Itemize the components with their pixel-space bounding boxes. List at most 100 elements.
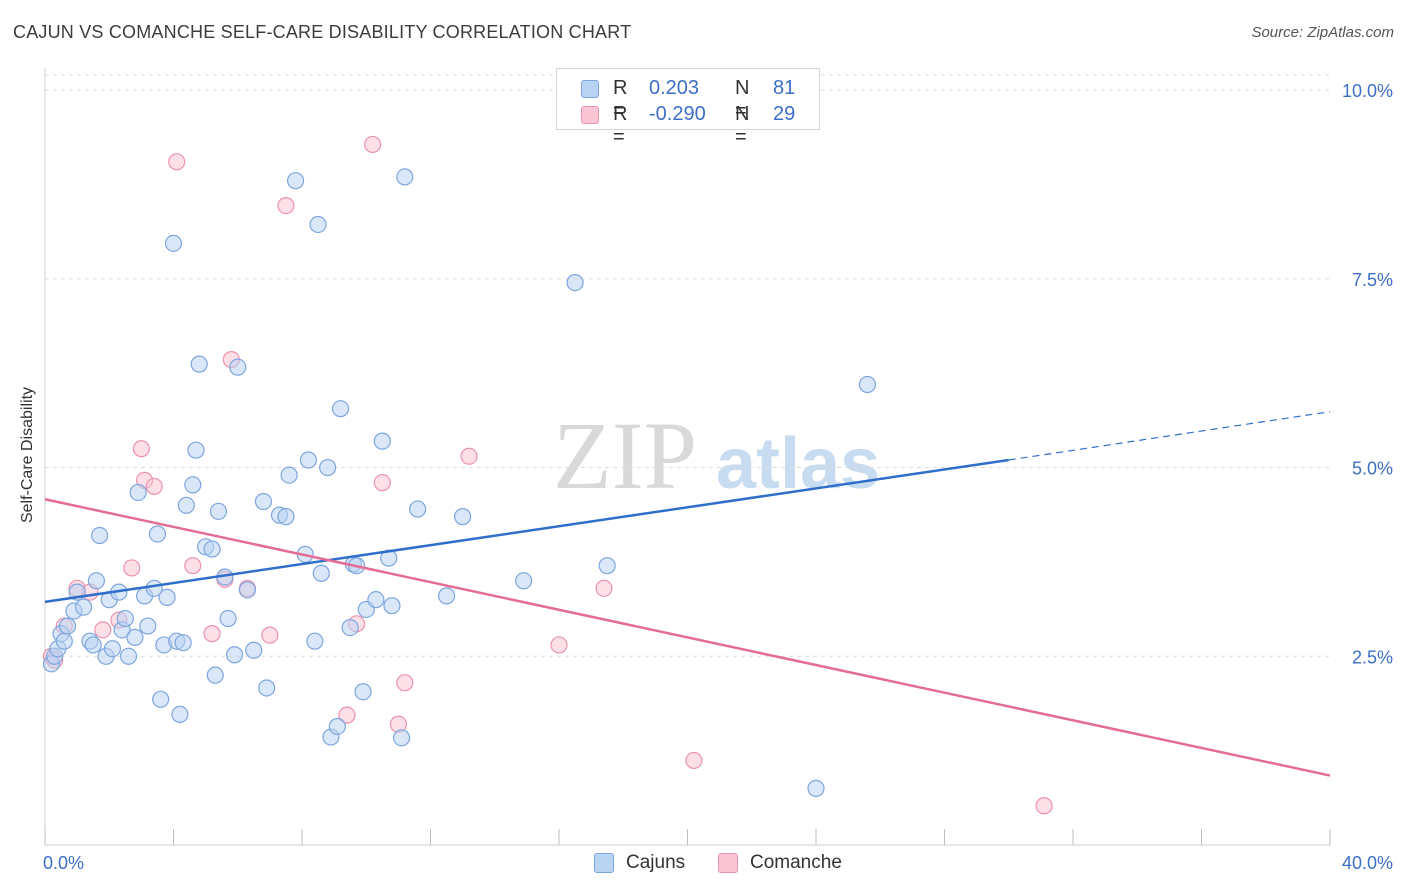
- x-tick-label: 40.0%: [1342, 853, 1393, 873]
- correlation-legend: R = 0.203 N = 81 R = -0.290 N = 29: [556, 68, 820, 148]
- cajuns-point: [437, 587, 456, 605]
- cajuns-point: [55, 632, 73, 650]
- y-tick-label: 10.0%: [1342, 81, 1393, 101]
- y-tick-label: 7.5%: [1352, 270, 1393, 290]
- comanche-point: [261, 626, 279, 644]
- r-value: -0.290: [649, 103, 706, 125]
- watermark-zip: ZIP: [553, 402, 697, 509]
- points-layer: [42, 135, 1053, 815]
- comanche-point: [203, 625, 221, 643]
- legend-label-comanche: Comanche: [750, 852, 842, 873]
- cajuns-point: [58, 617, 77, 635]
- comanche-point: [168, 153, 186, 171]
- chart-title: CAJUN VS COMANCHE SELF-CARE DISABILITY C…: [13, 22, 632, 42]
- cajuns-point: [367, 591, 385, 609]
- cajuns-point: [229, 358, 247, 376]
- cajuns-trend-line: [44, 458, 1009, 604]
- n-value: 29: [773, 103, 796, 125]
- cajuns-point: [164, 234, 183, 252]
- axis-layer: [44, 68, 1331, 846]
- cajuns-point: [312, 564, 330, 582]
- cajuns-legend-icon: [594, 853, 614, 873]
- tick-label-layer: 2.5% 5.0% 7.5% 10.0% 0.0% 40.0%: [43, 81, 1393, 873]
- comanche-point: [94, 621, 112, 639]
- comanche-point: [184, 557, 202, 575]
- r-label: R =: [613, 103, 628, 148]
- comanche-point: [460, 447, 478, 465]
- n-value: 81: [773, 77, 796, 99]
- comanche-point: [145, 477, 163, 496]
- comanche-point: [1035, 797, 1053, 815]
- cajuns-point: [126, 628, 144, 647]
- trend-layer: [44, 411, 1331, 777]
- comanche-point: [364, 135, 382, 154]
- cajuns-point: [116, 609, 134, 628]
- cajuns-point: [383, 597, 401, 615]
- cajuns-point: [396, 168, 414, 186]
- cajuns-point: [139, 617, 157, 635]
- cajuns-point: [171, 705, 189, 724]
- comanche-point: [685, 751, 703, 770]
- comanche-legend-icon: [718, 853, 738, 873]
- cajuns-point: [174, 634, 192, 652]
- cajuns-point: [245, 641, 263, 659]
- cajuns-point: [148, 525, 167, 543]
- cajuns-point: [225, 646, 244, 664]
- cajuns-point: [354, 683, 372, 701]
- cajuns-point: [84, 636, 102, 654]
- cajuns-point: [309, 215, 327, 234]
- source-label: Source: ZipAtlas.com: [1251, 24, 1394, 41]
- cajuns-point: [209, 502, 228, 520]
- cajuns-point: [409, 500, 427, 518]
- cajuns-point: [91, 526, 109, 545]
- cajuns-point: [454, 508, 472, 526]
- cajuns-point: [206, 666, 224, 684]
- comanche-point: [277, 196, 295, 215]
- comanche-point: [396, 674, 414, 692]
- comanche-point: [123, 559, 141, 577]
- cajuns-point: [331, 400, 350, 418]
- cajuns-point: [87, 572, 106, 590]
- cajuns-point: [299, 451, 318, 469]
- cajuns-point: [219, 609, 237, 628]
- comanche-trend-line: [44, 498, 1331, 777]
- cajuns-point: [103, 640, 122, 658]
- cajuns-point: [515, 572, 533, 590]
- r-label: R =: [613, 77, 628, 122]
- cajuns-swatch-icon: [581, 80, 599, 98]
- n-label: N =: [735, 103, 750, 148]
- cajuns-point: [392, 729, 411, 747]
- comanche-point: [550, 636, 568, 654]
- cajuns-point: [373, 432, 391, 450]
- r-value: 0.203: [649, 77, 700, 99]
- cajuns-point: [319, 458, 337, 477]
- cajuns-point: [286, 172, 305, 190]
- comanche-swatch-icon: [581, 106, 599, 124]
- legend-label-cajuns: Cajuns: [626, 852, 686, 873]
- cajuns-point: [190, 355, 208, 373]
- cajuns-point: [258, 679, 276, 697]
- cajuns-point: [184, 476, 202, 494]
- comanche-point: [595, 579, 613, 597]
- comanche-point: [373, 474, 391, 492]
- cajuns-point: [129, 483, 147, 502]
- y-tick-label: 2.5%: [1352, 647, 1393, 667]
- cajuns-point: [280, 466, 298, 484]
- cajuns-point: [807, 779, 825, 797]
- cajuns-point: [277, 508, 295, 526]
- cajuns-point: [254, 492, 273, 511]
- x-tick-label: 0.0%: [43, 853, 84, 873]
- cajuns-point: [858, 375, 877, 394]
- n-label: N =: [735, 77, 750, 122]
- cajuns-point: [341, 618, 359, 637]
- cajuns-point: [187, 441, 205, 459]
- comanche-point: [132, 440, 150, 458]
- cajuns-point: [177, 496, 195, 514]
- comanche-point: [338, 706, 356, 724]
- cajuns-point: [74, 598, 93, 616]
- cajuns-point: [306, 632, 324, 650]
- cajuns-point: [238, 581, 256, 599]
- cajuns-point: [328, 717, 346, 736]
- y-tick-label: 5.0%: [1352, 459, 1393, 479]
